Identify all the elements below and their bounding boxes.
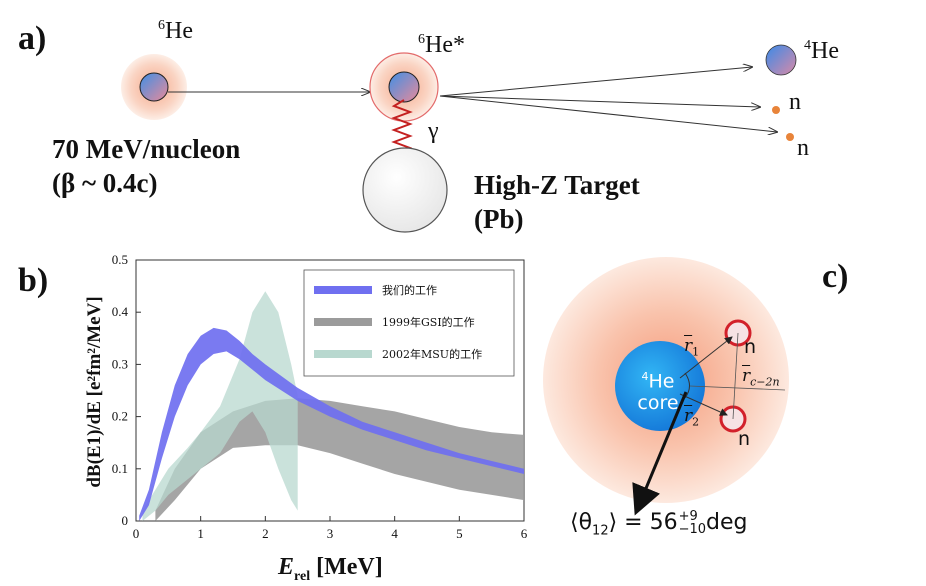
projectile-label: 6He xyxy=(158,18,193,45)
panel-label-c: c) xyxy=(822,258,849,295)
r1-sub: 1 xyxy=(692,345,700,359)
r1-symbol: r xyxy=(684,336,693,356)
x-tick-label-2: 2 xyxy=(262,526,269,541)
energy-label-line1: 70 MeV/nucleon xyxy=(52,134,241,164)
x-tick-label-0: 0 xyxy=(133,526,140,541)
alpha-mass: 4 xyxy=(804,38,811,53)
target-label-line1: High-Z Target xyxy=(474,170,640,200)
excited-label: 6He* xyxy=(418,32,465,59)
x-tick-label-5: 5 xyxy=(456,526,463,541)
core-mass: 4 xyxy=(641,370,649,383)
x-tick-label-1: 1 xyxy=(197,526,204,541)
neutron1-dot xyxy=(772,106,780,114)
chart-xlabel-unit: [MeV] xyxy=(316,554,383,580)
neutron2-arrow xyxy=(439,95,777,132)
core-label-line1: 4He xyxy=(620,366,696,392)
neutron-link xyxy=(732,332,739,420)
angle-sub: −10 xyxy=(678,522,707,537)
core-sphere xyxy=(615,341,705,431)
series-band-1 xyxy=(155,398,524,521)
rc-symbol: r xyxy=(742,366,751,386)
x-tick-label-6: 6 xyxy=(521,526,528,541)
legend-swatch-1 xyxy=(314,318,372,326)
chart-xlabel: Erel [MeV] xyxy=(278,554,383,585)
angle-pointer-arrow xyxy=(632,391,688,516)
x-tick-label-4: 4 xyxy=(391,526,398,541)
y-tick-label-3: 0.3 xyxy=(112,356,128,371)
rc-label: rc−2n xyxy=(742,366,780,388)
gamma-label: γ xyxy=(428,118,439,144)
panel-label-b: b) xyxy=(18,262,49,299)
target-sphere xyxy=(362,147,448,233)
core-label: 4He core xyxy=(620,366,696,414)
target-label-line2: (Pb) xyxy=(474,204,524,234)
y-tick-label-5: 0.5 xyxy=(112,252,128,267)
chart-ylabel: dB(E1)/dE [e²fm²/MeV] xyxy=(84,296,105,488)
r2-line xyxy=(679,393,728,416)
alpha-arrow xyxy=(439,67,752,97)
projectile-core xyxy=(139,72,169,102)
rc-line xyxy=(689,385,786,391)
alpha-particle xyxy=(765,44,797,76)
r2-symbol: r xyxy=(684,406,693,426)
energy-label-line2: (β ~ 0.4c) xyxy=(52,168,158,198)
r1-line xyxy=(679,336,733,379)
legend-label-0: 我们的工作 xyxy=(382,283,437,297)
projectile-symbol: He xyxy=(165,18,193,44)
panel-label-a: a) xyxy=(18,20,47,57)
core-symbol: He xyxy=(648,370,675,393)
legend-swatch-2 xyxy=(314,350,372,358)
angle-result: ⟨θ12⟩ = 56 +9 −10 deg xyxy=(570,510,748,538)
rc-sub: c−2n xyxy=(750,375,780,389)
neutron2-dot xyxy=(786,133,794,141)
neutron1-arrow xyxy=(439,95,760,107)
legend-swatch-0 xyxy=(314,286,372,294)
y-tick-label-4: 0.4 xyxy=(112,304,129,319)
series-band-2 xyxy=(142,291,298,521)
r2-sub: 2 xyxy=(692,415,700,429)
angle-lhs: ⟨θ xyxy=(570,510,593,535)
y-tick-label-2: 0.2 xyxy=(112,409,128,424)
r2-label: r2 xyxy=(684,406,699,428)
angle-arc xyxy=(684,372,690,399)
excited-symbol: He* xyxy=(425,32,465,58)
angle-unit: deg xyxy=(706,510,748,535)
alpha-label: 4He xyxy=(804,38,839,65)
neutron2-c-label: n xyxy=(738,428,751,450)
neutron2-label: n xyxy=(797,135,809,161)
projectile-mass: 6 xyxy=(158,18,165,33)
angle-eq: = 56 xyxy=(617,510,678,535)
excited-core xyxy=(388,71,420,103)
chart-xlabel-main: E xyxy=(278,554,295,580)
y-tick-label-1: 0.1 xyxy=(112,461,128,476)
core-label-line2: core xyxy=(637,392,679,415)
angle-lhs-close: ⟩ xyxy=(608,510,618,535)
gamma-photon xyxy=(391,99,413,153)
angle-sup: +9 xyxy=(678,509,698,524)
angle-lhs-sub: 12 xyxy=(592,523,609,539)
legend-label-2: 2002年MSU的工作 xyxy=(382,347,482,361)
excited-mass: 6 xyxy=(418,32,425,47)
neutron1-c-label: n xyxy=(744,336,757,358)
chart-xlabel-sub: rel xyxy=(294,568,311,584)
legend-label-1: 1999年GSI的工作 xyxy=(382,315,475,329)
r1-label: r1 xyxy=(684,336,699,358)
x-tick-label-3: 3 xyxy=(327,526,334,541)
neutron1-label: n xyxy=(789,89,801,115)
alpha-symbol: He xyxy=(811,38,839,64)
y-tick-label-0: 0 xyxy=(122,513,129,528)
